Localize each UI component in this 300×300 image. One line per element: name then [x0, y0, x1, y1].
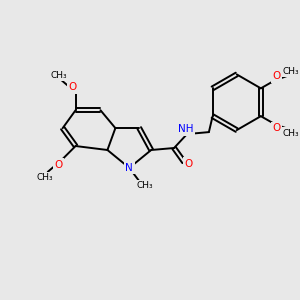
Text: O: O	[68, 82, 77, 92]
Text: O: O	[185, 159, 193, 169]
Text: O: O	[55, 160, 63, 170]
Text: CH₃: CH₃	[50, 71, 67, 80]
Text: N: N	[125, 163, 133, 173]
Text: O: O	[273, 71, 281, 81]
Text: CH₃: CH₃	[137, 181, 154, 190]
Text: CH₃: CH₃	[282, 67, 299, 76]
Text: NH: NH	[178, 124, 194, 134]
Text: O: O	[273, 123, 281, 133]
Text: CH₃: CH₃	[282, 129, 299, 138]
Text: CH₃: CH₃	[36, 173, 53, 182]
